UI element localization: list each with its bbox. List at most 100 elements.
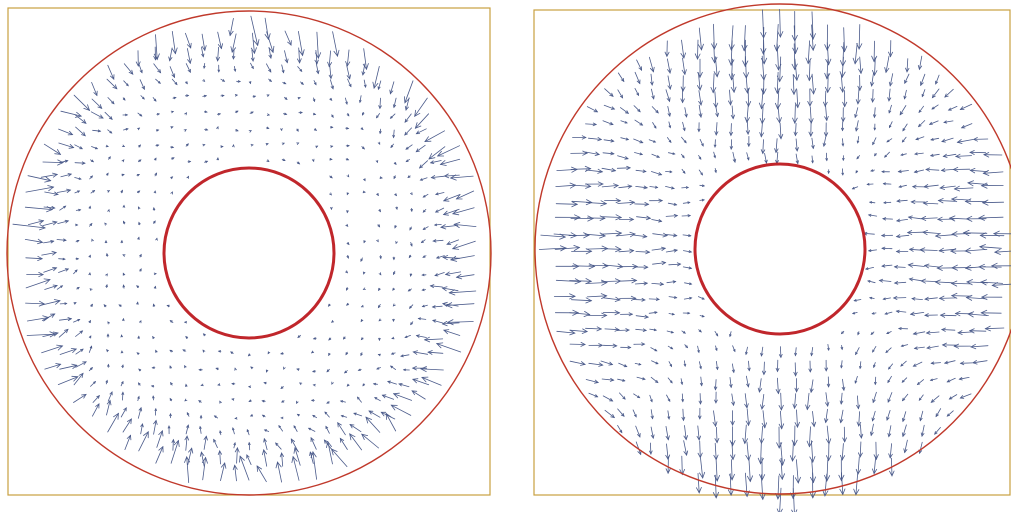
velocity-arrow [74, 190, 81, 194]
velocity-arrow [741, 25, 748, 52]
velocity-arrow [588, 312, 608, 319]
velocity-arrow [380, 411, 396, 420]
velocity-arrow [805, 392, 811, 411]
velocity-arrow [901, 136, 907, 143]
velocity-arrow [432, 319, 443, 324]
velocity-arrow [360, 304, 364, 308]
velocity-arrow [137, 206, 141, 210]
velocity-arrow [742, 424, 748, 445]
velocity-arrow [152, 97, 157, 102]
velocity-arrow [618, 184, 633, 189]
velocity-arrow [325, 425, 330, 434]
velocity-arrow [154, 407, 157, 416]
velocity-arrow [872, 345, 877, 353]
velocity-arrow [683, 296, 693, 300]
velocity-arrow [793, 58, 800, 82]
velocity-arrow [423, 336, 444, 343]
velocity-arrow [895, 249, 909, 254]
velocity-arrow [170, 439, 180, 464]
velocity-arrow [405, 158, 410, 163]
velocity-arrow [415, 144, 426, 153]
velocity-arrow [311, 158, 315, 163]
velocity-arrow [634, 119, 644, 126]
velocity-arrow [840, 360, 843, 369]
velocity-arrow [851, 311, 858, 315]
velocity-arrow [667, 202, 678, 206]
velocity-arrow [893, 265, 906, 269]
velocity-arrow [713, 379, 718, 391]
velocity-arrow [794, 459, 801, 484]
velocity-arrow [699, 314, 705, 318]
velocity-arrow [266, 126, 270, 130]
velocity-arrow [585, 200, 608, 207]
velocity-arrow [745, 441, 751, 462]
velocity-arrow [896, 199, 908, 203]
velocity-arrow [946, 377, 956, 383]
velocity-arrow [25, 185, 55, 193]
velocity-arrow [362, 190, 366, 194]
velocity-arrow [855, 170, 859, 174]
velocity-arrow [359, 95, 362, 104]
velocity-arrow [184, 398, 188, 402]
velocity-arrow [58, 328, 69, 338]
velocity-arrow [967, 180, 988, 187]
velocity-arrow [220, 78, 226, 82]
velocity-arrow [943, 120, 954, 124]
velocity-arrow [882, 297, 891, 301]
velocity-arrow [410, 192, 413, 196]
velocity-arrow [310, 436, 317, 450]
velocity-arrow [246, 454, 252, 466]
velocity-arrow [680, 39, 686, 59]
velocity-arrow [152, 206, 156, 211]
velocity-arrow [683, 250, 693, 253]
velocity-arrow [842, 426, 847, 443]
velocity-arrow [868, 201, 876, 204]
velocity-arrow [138, 64, 143, 74]
velocity-arrow [956, 139, 974, 144]
velocity-arrow [967, 311, 989, 318]
velocity-arrow [329, 175, 333, 179]
velocity-arrow [635, 169, 647, 173]
velocity-arrow [360, 127, 364, 131]
velocity-arrow [89, 288, 93, 291]
velocity-arrow [300, 81, 304, 85]
velocity-arrow [840, 330, 845, 335]
velocity-arrow [392, 303, 396, 307]
velocity-arrow [760, 393, 765, 410]
velocity-arrow [103, 304, 107, 308]
velocity-arrow [811, 410, 817, 428]
velocity-arrow [106, 78, 118, 90]
velocity-arrow [199, 451, 205, 467]
velocity-arrow [652, 232, 669, 238]
velocity-arrow [824, 408, 829, 424]
velocity-arrow [809, 24, 816, 52]
velocity-arrow [618, 248, 635, 254]
velocity-arrow [415, 334, 427, 338]
velocity-arrow [404, 97, 410, 111]
velocity-arrow [105, 144, 109, 148]
velocity-arrow [414, 97, 428, 117]
velocity-arrow [950, 280, 972, 287]
velocity-arrow [361, 63, 366, 76]
velocity-arrow [153, 272, 157, 276]
velocity-arrow [169, 320, 174, 323]
velocity-arrow [315, 63, 320, 75]
velocity-arrow [362, 271, 366, 275]
velocity-arrow [379, 255, 382, 260]
velocity-arrow [421, 288, 427, 292]
velocity-arrow [858, 56, 864, 75]
velocity-arrow [774, 71, 781, 95]
velocity-arrow [903, 89, 907, 100]
velocity-arrow [107, 412, 119, 433]
velocity-arrow [76, 286, 80, 290]
velocity-arrow [41, 299, 61, 306]
velocity-arrow [729, 139, 733, 151]
velocity-arrow [666, 280, 677, 284]
velocity-arrow [107, 391, 113, 402]
velocity-arrow [616, 231, 636, 238]
velocity-arrow [297, 47, 302, 64]
velocity-arrow [900, 153, 907, 156]
velocity-arrow [123, 220, 126, 225]
velocity-arrow [410, 321, 414, 326]
velocity-arrow [296, 161, 301, 165]
